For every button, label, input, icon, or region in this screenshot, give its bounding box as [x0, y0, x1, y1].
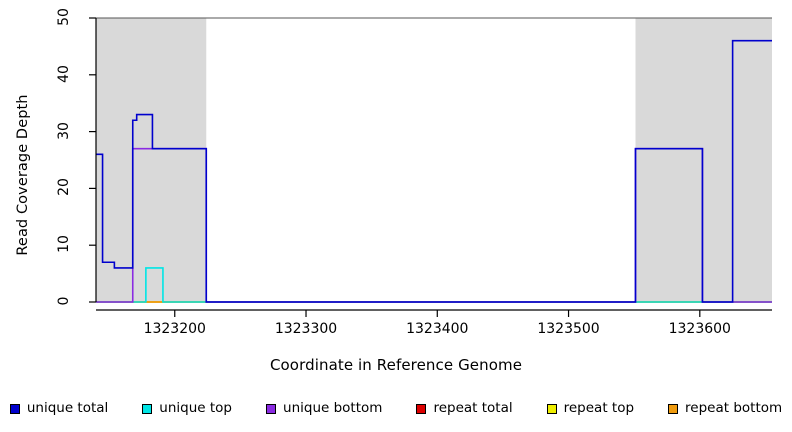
chart-legend: unique total unique top unique bottom repea…: [0, 398, 792, 420]
x-tick-label-1323500: 1323500: [537, 321, 600, 337]
legend-label: unique bottom: [283, 400, 383, 417]
x-tick-label-1323300: 1323300: [274, 321, 338, 337]
y-tick-label-20: 20: [56, 178, 72, 197]
legend-label: repeat total: [433, 400, 513, 417]
x-axis-title: Coordinate in Reference Genome: [269, 356, 523, 374]
legend-label: repeat bottom: [685, 400, 783, 417]
legend-label: unique total: [26, 400, 109, 417]
y-axis-title-holder: Read Coverage Depth: [10, 0, 36, 350]
shaded-region-repeat-region-right: [635, 18, 772, 302]
y-tick-label-50: 50: [56, 8, 72, 26]
legend-label: unique top: [159, 400, 233, 417]
legend-item-repeat-total[interactable]: repeat total: [416, 400, 513, 417]
legend-swatch-icon: [546, 404, 557, 414]
legend-label: repeat top: [563, 400, 635, 417]
legend-swatch-icon: [668, 404, 679, 414]
legend-item-unique-bottom[interactable]: unique bottom: [266, 402, 382, 416]
x-tick-label-1323400: 1323400: [406, 321, 469, 337]
plot-area: [89, 17, 772, 317]
y-tick-label-30: 30: [56, 121, 72, 140]
legend-swatch-icon: [9, 404, 20, 414]
legend-item-unique-top[interactable]: unique top: [142, 402, 232, 416]
x-tick-label-1323200: 1323200: [143, 321, 206, 337]
shaded-region-repeat-region-left: [96, 18, 207, 302]
y-axis-title: Read Coverage Depth: [15, 94, 31, 256]
legend-item-repeat-top[interactable]: repeat top: [546, 400, 635, 417]
y-tick-label-40: 40: [56, 64, 72, 83]
legend-item-repeat-bottom[interactable]: repeat bottom: [668, 402, 782, 416]
legend-swatch-icon: [142, 404, 153, 414]
y-tick-label-0: 0: [56, 296, 72, 306]
coverage-depth-chart: [89, 17, 772, 317]
legend-swatch-icon: [416, 404, 427, 414]
series-unique-total: [96, 41, 772, 302]
legend-item-unique-total[interactable]: unique total: [9, 400, 109, 417]
legend-swatch-icon: [266, 404, 277, 414]
x-tick-label-1323600: 1323600: [668, 321, 731, 337]
y-tick-label-10: 10: [56, 235, 72, 254]
